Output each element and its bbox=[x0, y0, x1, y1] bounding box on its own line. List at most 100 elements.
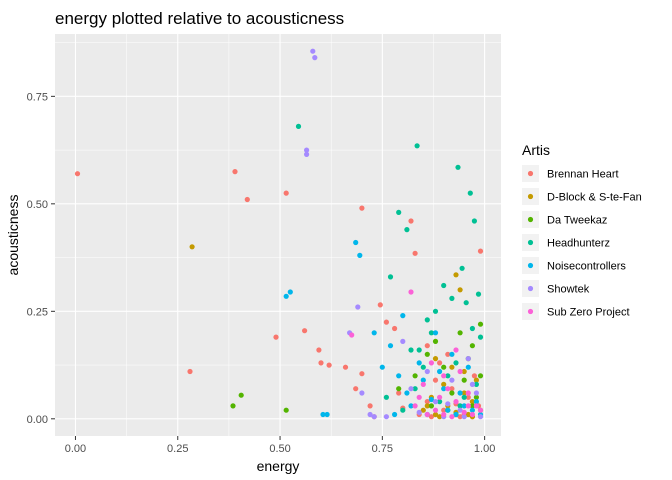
point-brennan-heart bbox=[457, 414, 463, 420]
point-d-block-s-te-fan bbox=[469, 399, 475, 405]
point-sub-zero-project bbox=[416, 394, 422, 400]
point-showtek bbox=[304, 151, 310, 157]
point-noisecontrollers bbox=[287, 289, 293, 295]
point-headhunterz bbox=[455, 164, 461, 170]
point-d-block-s-te-fan bbox=[441, 381, 447, 387]
legend-swatch-d-block-s-te-fan bbox=[527, 193, 534, 200]
point-sub-zero-project bbox=[473, 403, 479, 409]
point-headhunterz bbox=[432, 308, 439, 314]
point-brennan-heart bbox=[316, 347, 322, 353]
legend-swatch-sub-zero-project bbox=[527, 308, 534, 315]
point-noisecontrollers bbox=[400, 313, 406, 319]
point-headhunterz bbox=[416, 347, 422, 353]
legend-title: Artis bbox=[522, 142, 550, 158]
point-noisecontrollers bbox=[416, 360, 422, 366]
point-sub-zero-project bbox=[441, 411, 447, 418]
point-showtek bbox=[355, 304, 361, 310]
point-da-tweekaz bbox=[432, 338, 439, 344]
point-da-tweekaz bbox=[457, 330, 463, 336]
x-tick-label: 0.00 bbox=[65, 443, 86, 455]
point-sub-zero-project bbox=[408, 289, 414, 295]
point-noisecontrollers bbox=[371, 330, 377, 336]
point-da-tweekaz bbox=[428, 403, 434, 409]
point-d-block-s-te-fan bbox=[449, 364, 455, 370]
point-da-tweekaz bbox=[473, 394, 479, 400]
point-brennan-heart bbox=[445, 351, 451, 357]
point-headhunterz bbox=[400, 407, 406, 413]
point-da-tweekaz bbox=[230, 403, 236, 409]
legend-label-brennan-heart: Brennan Heart bbox=[547, 169, 619, 181]
point-headhunterz bbox=[469, 325, 475, 332]
point-da-tweekaz bbox=[461, 377, 467, 383]
point-headhunterz bbox=[414, 143, 420, 149]
grid-lines bbox=[55, 34, 501, 436]
point-showtek bbox=[477, 414, 484, 420]
point-brennan-heart bbox=[232, 169, 238, 175]
point-d-block-s-te-fan bbox=[189, 244, 195, 250]
chart-title: energy plotted relative to acousticness bbox=[55, 9, 344, 28]
point-da-tweekaz bbox=[238, 392, 244, 398]
point-brennan-heart bbox=[428, 414, 434, 420]
point-brennan-heart bbox=[318, 360, 324, 366]
point-showtek bbox=[304, 147, 310, 153]
point-headhunterz bbox=[473, 381, 479, 387]
point-noisecontrollers bbox=[453, 411, 459, 418]
point-showtek bbox=[465, 356, 471, 362]
point-headhunterz bbox=[404, 227, 410, 233]
point-noisecontrollers bbox=[408, 403, 414, 409]
point-brennan-heart bbox=[74, 171, 81, 177]
point-da-tweekaz bbox=[424, 351, 430, 357]
point-sub-zero-project bbox=[449, 414, 455, 420]
point-d-block-s-te-fan bbox=[432, 356, 439, 362]
point-sub-zero-project bbox=[453, 399, 459, 405]
point-da-tweekaz bbox=[283, 407, 289, 413]
point-noisecontrollers bbox=[283, 293, 289, 299]
point-brennan-heart bbox=[187, 368, 193, 375]
point-headhunterz bbox=[475, 291, 482, 297]
point-noisecontrollers bbox=[404, 390, 410, 396]
point-brennan-heart bbox=[377, 302, 383, 308]
point-sub-zero-project bbox=[445, 386, 451, 392]
point-d-block-s-te-fan bbox=[473, 377, 479, 383]
point-showtek bbox=[445, 401, 451, 407]
point-brennan-heart bbox=[359, 371, 365, 377]
plot-panel bbox=[55, 34, 501, 436]
point-noisecontrollers bbox=[392, 411, 398, 418]
point-brennan-heart bbox=[359, 205, 365, 211]
point-showtek bbox=[408, 386, 414, 392]
point-brennan-heart bbox=[412, 250, 418, 256]
point-sub-zero-project bbox=[437, 394, 443, 400]
x-axis-title: energy bbox=[257, 458, 300, 474]
point-da-tweekaz bbox=[469, 403, 475, 409]
point-showtek bbox=[432, 399, 439, 405]
point-sub-zero-project bbox=[428, 360, 434, 366]
point-showtek bbox=[400, 338, 406, 344]
point-brennan-heart bbox=[273, 334, 279, 340]
point-showtek bbox=[383, 414, 389, 420]
point-sub-zero-project bbox=[441, 373, 447, 379]
point-headhunterz bbox=[461, 394, 467, 400]
point-showtek bbox=[367, 411, 373, 418]
point-noisecontrollers bbox=[357, 252, 363, 258]
point-da-tweekaz bbox=[412, 373, 418, 379]
point-brennan-heart bbox=[396, 390, 402, 396]
point-showtek bbox=[449, 377, 455, 383]
point-da-tweekaz bbox=[396, 386, 402, 392]
y-tick-label: 0.00 bbox=[27, 414, 48, 426]
point-brennan-heart bbox=[302, 328, 308, 334]
legend-swatch-brennan-heart bbox=[527, 170, 534, 177]
point-noisecontrollers bbox=[469, 407, 475, 413]
point-d-block-s-te-fan bbox=[461, 368, 467, 375]
point-headhunterz bbox=[437, 399, 443, 405]
x-tick-label: 0.25 bbox=[167, 443, 188, 455]
point-da-tweekaz bbox=[469, 343, 475, 349]
point-headhunterz bbox=[471, 218, 477, 224]
legend-label-d-block-s-te-fan: D-Block & S-te-Fan bbox=[547, 192, 642, 204]
point-headhunterz bbox=[383, 394, 389, 400]
point-brennan-heart bbox=[424, 399, 430, 405]
point-sub-zero-project bbox=[469, 411, 475, 418]
point-brennan-heart bbox=[465, 394, 471, 400]
point-brennan-heart bbox=[424, 343, 430, 349]
point-sub-zero-project bbox=[349, 332, 355, 338]
